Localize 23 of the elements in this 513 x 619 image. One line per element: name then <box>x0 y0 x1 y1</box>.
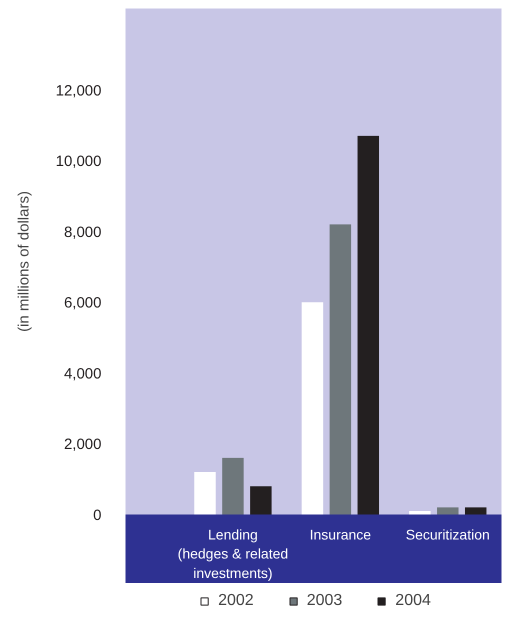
legend-label: 2002 <box>218 592 254 610</box>
bar <box>409 510 431 514</box>
bar <box>302 302 324 514</box>
x-tick-label: Securitization <box>406 526 490 542</box>
y-tick-label: 12,000 <box>56 82 102 100</box>
y-axis-title: (in millions of dollars) <box>16 191 33 332</box>
y-tick-label: 4,000 <box>64 365 102 382</box>
bar <box>330 224 352 514</box>
x-tick-label: Lending (hedges & related investments) <box>178 526 288 581</box>
bar <box>222 458 244 514</box>
bar <box>437 507 459 514</box>
bar <box>194 472 216 514</box>
legend-label: 2003 <box>306 592 342 610</box>
bar <box>464 507 486 514</box>
legend-label: 2004 <box>395 592 431 610</box>
y-tick-label: 0 <box>93 507 102 524</box>
bar <box>358 136 380 514</box>
bar <box>250 486 272 514</box>
y-tick-label: 2,000 <box>64 436 102 454</box>
y-tick-label: 10,000 <box>56 153 102 170</box>
y-tick-label: 6,000 <box>64 294 102 312</box>
y-tick-label: 8,000 <box>64 224 102 241</box>
x-tick-label: Insurance <box>310 526 372 542</box>
